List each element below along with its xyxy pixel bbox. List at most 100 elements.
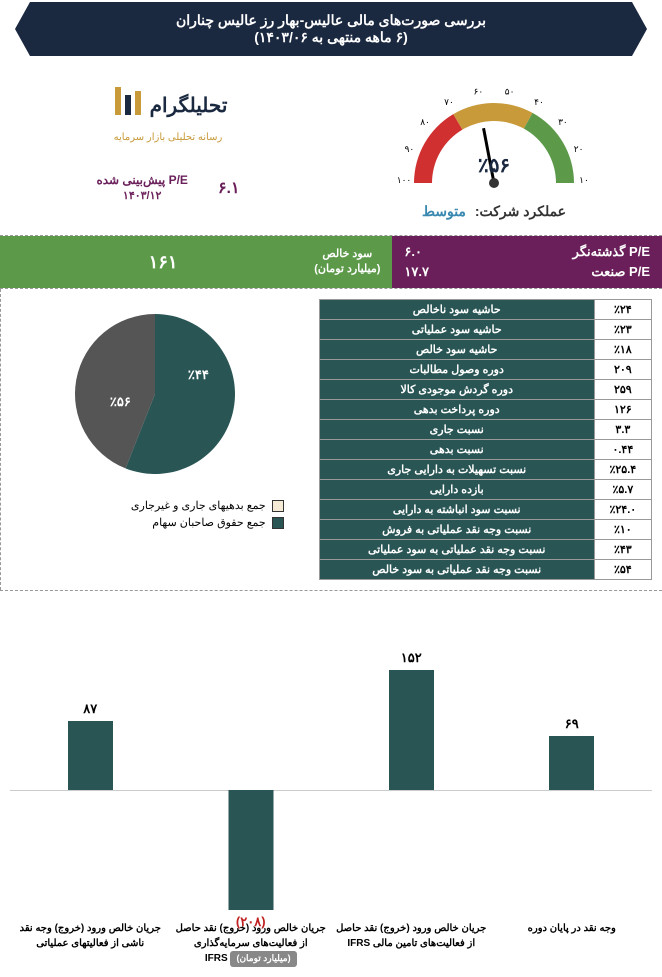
metric-value: ٪۴۳ bbox=[594, 540, 651, 560]
bar-group: ۱۵۲ bbox=[331, 650, 492, 790]
pie-legend: جمع بدهیهای جاری و غیرجاری جمع حقوق صاحبا… bbox=[16, 499, 294, 529]
bar-negative bbox=[228, 790, 273, 910]
svg-text:۷۰: ۷۰ bbox=[444, 97, 454, 107]
legend-item: جمع حقوق صاحبان سهام bbox=[26, 516, 284, 529]
metric-label: نسبت وجه نقد عملیاتی به سود خالص bbox=[319, 560, 594, 580]
bar-value: ۸۷ bbox=[10, 701, 171, 717]
gauge-panel: ۱۰۰ ۹۰ ۸۰ ۷۰ ۶۰ ۵۰ ۴۰ ۳۰ ۲۰ ۱۰ ٪۵۶ عملکرد شرکت: م… bbox=[336, 73, 652, 220]
metric-value: ٪۱۸ bbox=[594, 340, 651, 360]
unit-badge: (میلیارد تومان) bbox=[230, 951, 296, 967]
metric-label: نسبت جاری bbox=[319, 420, 594, 440]
svg-text:۶۰: ۶۰ bbox=[474, 86, 484, 96]
metric-label: نسبت وجه نقد عملیاتی به سود عملیاتی bbox=[319, 540, 594, 560]
metric-row: ٪۲۴.۰نسبت سود انباشته به دارایی bbox=[319, 500, 651, 520]
bar-value: ۱۵۲ bbox=[331, 650, 492, 666]
metric-row: ۳.۳نسبت جاری bbox=[319, 420, 651, 440]
metric-value: ٪۲۴ bbox=[594, 300, 651, 320]
pe-forecast-date: ۱۴۰۳/۱۲ bbox=[96, 189, 188, 202]
metric-row: ۰.۴۴نسبت بدهی bbox=[319, 440, 651, 460]
metric-label: نسبت تسهیلات به دارایی جاری bbox=[319, 460, 594, 480]
pie-chart: ٪۵۶ ٪۴۴ bbox=[65, 304, 245, 484]
bars-section: ۶۹ ۱۵۲ (۲۰۸) ۸۷ وجه نقد در پایان دورهجریان … bbox=[0, 591, 662, 977]
metric-row: ۲۰۹دوره وصول مطالبات bbox=[319, 360, 651, 380]
logo-panel: تحلیلگرام رسانه تحلیلی بازار سرمایه ۶.۱ … bbox=[10, 73, 326, 220]
top-section: ۱۰۰ ۹۰ ۸۰ ۷۰ ۶۰ ۵۰ ۴۰ ۳۰ ۲۰ ۱۰ ٪۵۶ عملکرد شرکت: م… bbox=[0, 58, 662, 236]
bar bbox=[68, 721, 113, 790]
svg-text:۹۰: ۹۰ bbox=[405, 144, 415, 154]
metric-row: ٪۱۰نسبت وجه نقد عملیاتی به فروش bbox=[319, 520, 651, 540]
svg-text:۵۰: ۵۰ bbox=[505, 86, 515, 96]
perf-label-text: عملکرد شرکت: bbox=[475, 203, 566, 219]
header: بررسی صورت‌های مالی عالیس-بهار رز عالیس … bbox=[15, 2, 647, 56]
logo-subtitle: رسانه تحلیلی بازار سرمایه bbox=[10, 132, 326, 143]
metric-value: ٪۲۵.۴ bbox=[594, 460, 651, 480]
metric-label: حاشیه سود عملیاتی bbox=[319, 320, 594, 340]
bar-labels: وجه نقد در پایان دورهجریان خالص ورود (خر… bbox=[10, 921, 652, 967]
logo-icon bbox=[109, 83, 145, 127]
legend-item: جمع بدهیهای جاری و غیرجاری bbox=[26, 499, 284, 512]
metric-label: حاشیه سود ناخالص bbox=[319, 300, 594, 320]
svg-text:۱۰۰: ۱۰۰ bbox=[397, 175, 412, 185]
metric-value: ۳.۳ bbox=[594, 420, 651, 440]
metric-value: ٪۲۳ bbox=[594, 320, 651, 340]
metric-value: ۲۵۹ bbox=[594, 380, 651, 400]
gauge-value: ٪۵۶ bbox=[478, 153, 510, 178]
metric-row: ٪۲۳حاشیه سود عملیاتی bbox=[319, 320, 651, 340]
bar-value-negative: (۲۰۸) bbox=[171, 914, 332, 930]
header-title2: (۶ ماهه منتهی به ۱۴۰۳/۰۶) bbox=[25, 29, 637, 46]
pie-label-0: ٪۵۶ bbox=[110, 394, 131, 410]
pie-panel: ٪۵۶ ٪۴۴ جمع بدهیهای جاری و غیرجاری جمع حق… bbox=[0, 289, 309, 590]
metric-label: حاشیه سود خالص bbox=[319, 340, 594, 360]
bar-label: جریان خالص ورود (خروج) وجه نقد ناشی از ف… bbox=[10, 921, 171, 967]
metric-label: دوره وصول مطالبات bbox=[319, 360, 594, 380]
svg-text:۸۰: ۸۰ bbox=[420, 117, 430, 127]
pie-label-1: ٪۴۴ bbox=[188, 367, 209, 383]
pe-industry-value: ۱۷.۷ bbox=[404, 264, 429, 280]
metric-value: ٪۵۴ bbox=[594, 560, 651, 580]
svg-text:۱۰: ۱۰ bbox=[579, 175, 589, 185]
profit-value: ۱۶۱ bbox=[12, 252, 314, 273]
svg-text:۲۰: ۲۰ bbox=[574, 144, 584, 154]
metrics-table: ٪۲۴حاشیه سود ناخالص٪۲۳حاشیه سود عملیاتی٪… bbox=[319, 299, 652, 580]
mid-row: P/E گذشته‌نگر ۶.۰ P/E صنعت ۱۷.۷ سود خالص… bbox=[0, 236, 662, 288]
pe-ttm-label: P/E گذشته‌نگر bbox=[573, 244, 650, 260]
profit-box: سود خالص (میلیارد تومان) ۱۶۱ bbox=[0, 236, 392, 288]
svg-text:۳۰: ۳۰ bbox=[558, 117, 568, 127]
pe-forecast-label: P/E پیش‌بینی شده bbox=[96, 173, 188, 187]
perf-value-text: متوسط bbox=[422, 203, 466, 219]
bar-group: ۶۹ bbox=[492, 716, 653, 790]
performance-label: عملکرد شرکت: متوسط bbox=[336, 203, 652, 220]
metric-row: ۲۵۹دوره گردش موجودی کالا bbox=[319, 380, 651, 400]
metric-label: بازده دارایی bbox=[319, 480, 594, 500]
metric-row: ٪۲۴حاشیه سود ناخالص bbox=[319, 300, 651, 320]
metric-row: ٪۵.۷بازده دارایی bbox=[319, 480, 651, 500]
metric-row: ٪۱۸حاشیه سود خالص bbox=[319, 340, 651, 360]
metric-label: نسبت وجه نقد عملیاتی به فروش bbox=[319, 520, 594, 540]
legend-swatch bbox=[272, 500, 284, 512]
bar-label: جریان خالص ورود (خروج) نقد حاصل از فعالی… bbox=[331, 921, 492, 967]
metric-value: ۰.۴۴ bbox=[594, 440, 651, 460]
pe-industry-label: P/E صنعت bbox=[591, 264, 650, 280]
metric-label: دوره گردش موجودی کالا bbox=[319, 380, 594, 400]
svg-text:۴۰: ۴۰ bbox=[534, 97, 544, 107]
bar-value: ۶۹ bbox=[492, 716, 653, 732]
metrics-panel: ٪۲۴حاشیه سود ناخالص٪۲۳حاشیه سود عملیاتی٪… bbox=[309, 289, 662, 590]
metric-row: ٪۵۴نسبت وجه نقد عملیاتی به سود خالص bbox=[319, 560, 651, 580]
legend-text: جمع حقوق صاحبان سهام bbox=[152, 516, 265, 529]
profit-label1: سود خالص bbox=[314, 247, 380, 262]
content-row: ٪۲۴حاشیه سود ناخالص٪۲۳حاشیه سود عملیاتی٪… bbox=[0, 288, 662, 591]
metric-row: ٪۴۳نسبت وجه نقد عملیاتی به سود عملیاتی bbox=[319, 540, 651, 560]
bar bbox=[549, 736, 594, 790]
metric-value: ٪۱۰ bbox=[594, 520, 651, 540]
legend-swatch bbox=[272, 517, 284, 529]
pe-ttm-value: ۶.۰ bbox=[404, 244, 422, 260]
metric-label: نسبت سود انباشته به دارایی bbox=[319, 500, 594, 520]
profit-label2: (میلیارد تومان) bbox=[314, 262, 380, 277]
pe-forecast-value: ۶.۱ bbox=[218, 178, 240, 198]
legend-text: جمع بدهیهای جاری و غیرجاری bbox=[131, 499, 266, 512]
metric-row: ٪۲۵.۴نسبت تسهیلات به دارایی جاری bbox=[319, 460, 651, 480]
metric-label: دوره پرداخت بدهی bbox=[319, 400, 594, 420]
metric-value: ٪۵.۷ bbox=[594, 480, 651, 500]
metric-value: ۱۲۶ bbox=[594, 400, 651, 420]
metric-value: ٪۲۴.۰ bbox=[594, 500, 651, 520]
